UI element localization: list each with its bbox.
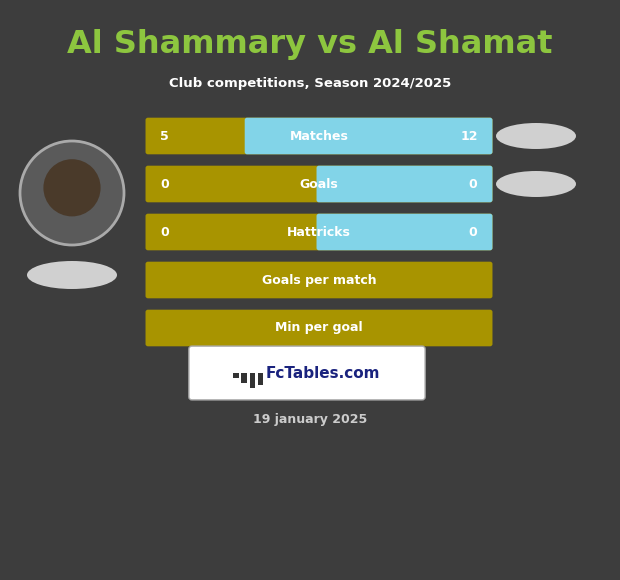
Text: Hattricks: Hattricks [287, 226, 351, 238]
FancyBboxPatch shape [317, 213, 492, 251]
Text: 19 january 2025: 19 january 2025 [253, 414, 367, 426]
FancyBboxPatch shape [241, 373, 247, 383]
FancyBboxPatch shape [146, 213, 492, 251]
FancyBboxPatch shape [317, 166, 492, 202]
Ellipse shape [496, 123, 576, 149]
Text: 5: 5 [161, 129, 169, 143]
FancyBboxPatch shape [146, 166, 492, 202]
Text: Min per goal: Min per goal [275, 321, 363, 335]
Text: Goals per match: Goals per match [262, 274, 376, 287]
Text: FcTables.com: FcTables.com [266, 365, 380, 380]
FancyBboxPatch shape [249, 373, 255, 388]
Ellipse shape [27, 261, 117, 289]
FancyBboxPatch shape [146, 262, 492, 298]
Text: 0: 0 [469, 177, 477, 190]
Text: 0: 0 [161, 226, 169, 238]
FancyBboxPatch shape [146, 118, 492, 154]
Ellipse shape [496, 171, 576, 197]
Text: 0: 0 [161, 177, 169, 190]
FancyBboxPatch shape [257, 373, 264, 385]
Ellipse shape [43, 159, 100, 216]
FancyBboxPatch shape [189, 346, 425, 400]
Text: Club competitions, Season 2024/2025: Club competitions, Season 2024/2025 [169, 77, 451, 89]
Text: Goals: Goals [299, 177, 339, 190]
Text: 12: 12 [460, 129, 477, 143]
FancyBboxPatch shape [233, 373, 239, 378]
FancyBboxPatch shape [146, 310, 492, 346]
Ellipse shape [20, 141, 124, 245]
FancyBboxPatch shape [245, 118, 492, 154]
Text: Al Shammary vs Al Shamat: Al Shammary vs Al Shamat [67, 30, 553, 60]
Text: 0: 0 [469, 226, 477, 238]
Text: Matches: Matches [290, 129, 348, 143]
